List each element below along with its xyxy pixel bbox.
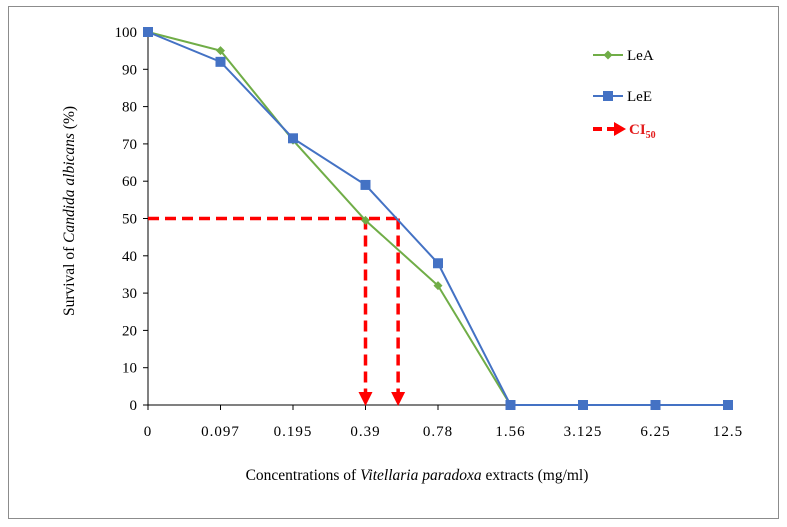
legend-label-lee: LeE	[627, 89, 652, 105]
legend-item-ci50: CI50	[593, 122, 656, 141]
data-point	[578, 400, 588, 410]
x-tick-label: 12.5	[713, 424, 743, 440]
y-axis-ticks: 0 10 20 30 40 50 60 70 80 90 100	[115, 25, 148, 414]
y-tick-label: 40	[122, 249, 137, 265]
y-tick-label: 50	[122, 212, 137, 228]
x-tick-label: 0	[144, 424, 153, 440]
data-point	[215, 56, 226, 67]
x-tick-label: 0.195	[274, 424, 313, 440]
arrow-right-icon	[614, 122, 626, 136]
x-tick-label: 1.56	[495, 424, 525, 440]
x-tick-label: 3.125	[564, 424, 603, 440]
y-tick-label: 100	[115, 25, 138, 41]
data-point	[288, 133, 298, 144]
y-tick-label: 0	[130, 398, 138, 414]
x-tick-label: 0.78	[423, 424, 453, 440]
data-point	[433, 258, 443, 269]
series-lea	[143, 27, 733, 410]
x-axis-ticks: 0 0.097 0.195 0.39 0.78 1.56 3.125 6.25 12.5	[144, 405, 743, 440]
y-tick-label: 90	[122, 62, 137, 78]
legend-item-lee: LeE	[593, 89, 652, 105]
data-point	[433, 281, 443, 291]
x-tick-label: 0.39	[350, 424, 380, 440]
ci50-lines	[148, 216, 406, 406]
y-axis-title: Survival of Candida albicans (%)	[61, 106, 78, 316]
x-tick-label: 6.25	[640, 424, 670, 440]
x-tick-label: 0.097	[201, 424, 240, 440]
y-tick-label: 80	[122, 100, 137, 116]
survival-chart: 0 10 20 30 40 50 60 70 80 90 100 0 0.097 0.195 0.39 0.…	[61, 25, 743, 484]
data-point	[361, 215, 370, 225]
chart-frame: 0 10 20 30 40 50 60 70 80 90 100 0 0.097 0.195 0.39 0.…	[8, 6, 779, 519]
y-tick-label: 20	[122, 323, 137, 339]
y-tick-label: 70	[122, 137, 137, 153]
data-point	[650, 400, 661, 410]
y-tick-label: 10	[122, 361, 137, 377]
data-point	[723, 400, 733, 410]
y-tick-label: 30	[122, 286, 137, 302]
data-point	[505, 400, 516, 410]
legend-label-lea: LeA	[627, 48, 654, 64]
ci50-arrow-icon	[391, 392, 406, 406]
data-point	[143, 27, 153, 37]
legend-label-ci50: CI50	[629, 122, 656, 141]
legend-item-lea: LeA	[593, 48, 654, 64]
data-point	[360, 179, 371, 190]
data-point	[216, 46, 225, 56]
legend: LeA LeE CI50	[593, 48, 656, 141]
ci50-arrow-icon	[358, 392, 373, 406]
series-lee	[143, 27, 733, 410]
y-tick-label: 60	[122, 174, 137, 190]
series-group	[143, 27, 733, 410]
diamond-marker-icon	[603, 50, 613, 60]
x-axis-title: Concentrations of Vitellaria paradoxa ex…	[246, 467, 589, 484]
square-marker-icon	[603, 91, 613, 101]
